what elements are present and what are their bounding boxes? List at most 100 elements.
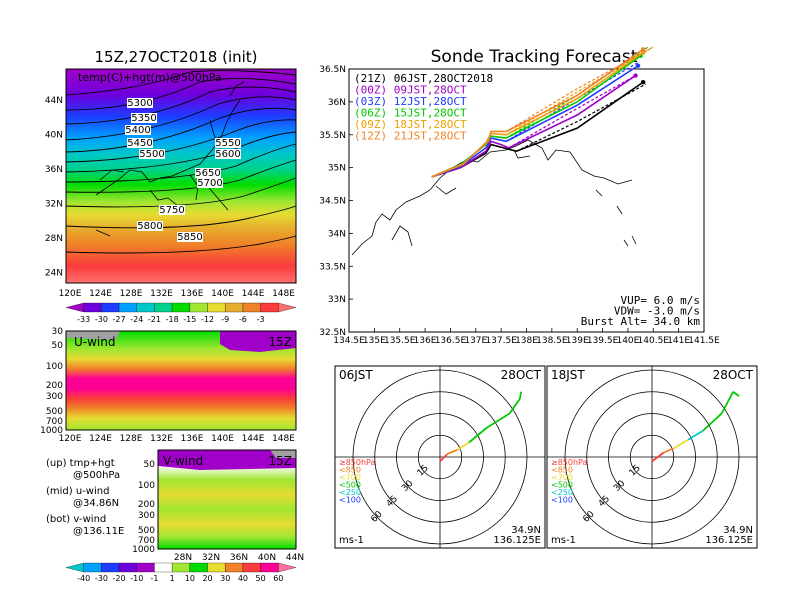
uwind-time: 15Z	[269, 335, 293, 349]
temp-colorbar-swatch	[118, 302, 137, 313]
wind-colorbar-label: 30	[220, 574, 230, 583]
tracking-series	[431, 46, 654, 178]
uwind-lon-tick: 136E	[181, 434, 204, 444]
hodograph-pressure-legend: <100	[551, 496, 573, 505]
map-lat-tick: 44N	[45, 96, 63, 106]
tracking-y-tick: 34.5N	[319, 197, 346, 207]
track-burst-point	[640, 47, 646, 52]
tracking-y-tick: 33N	[328, 295, 346, 305]
map-lon-tick: 120E	[59, 289, 82, 299]
wind-colorbar-swatch	[65, 562, 84, 573]
legend-line-sub: @500hPa	[73, 470, 120, 481]
uwind-label: U-wind	[74, 335, 115, 349]
tracking-x-tick: 141E	[667, 336, 690, 346]
wind-colorbar-swatch	[242, 562, 261, 573]
vwind-time: 15Z	[269, 454, 293, 468]
tracking-y-tick: 33.5N	[319, 262, 346, 272]
temp-colorbar-swatch	[101, 302, 120, 313]
contour-label: 5800	[137, 221, 162, 232]
tracking-legend-entry: (12Z) 21JST,28OCT	[354, 130, 467, 143]
track-descent-line	[505, 46, 654, 132]
hodograph-segment	[446, 448, 458, 455]
wind-colorbar-swatch	[154, 562, 173, 573]
wind-colorbar-label: -40	[77, 574, 90, 583]
temp-colorbar-swatch	[83, 302, 102, 313]
track-burst-point	[635, 63, 641, 68]
hodograph-units: ms-1	[339, 535, 364, 546]
hodograph-pressure-legend: <250	[339, 488, 361, 497]
wind-colorbar-swatch	[172, 562, 190, 573]
temp-colorbar-swatch	[278, 302, 297, 313]
tracking-frame	[348, 68, 705, 333]
tracking-x-tick: 136.5E	[435, 336, 467, 346]
uwind-pressure-tick: 1000	[40, 426, 63, 436]
vwind-pressure-tick: 300	[138, 511, 155, 521]
temp-colorbar-label: -3	[257, 315, 265, 324]
vwind-gray-region	[270, 450, 296, 458]
tracking-y-tick: 32.5N	[319, 328, 346, 338]
contour-label: 5700	[197, 178, 222, 189]
contour-label-bg	[197, 178, 223, 188]
vwind-frame	[157, 449, 297, 550]
wind-colorbar-swatch	[136, 562, 155, 573]
contour-label: 5750	[159, 205, 184, 216]
tracking-legend-entry: (09Z) 18JST,28OCT	[354, 118, 467, 131]
tracking-x-tick: 139E	[566, 336, 589, 346]
vwind-lat-ticks: 28N 32N 36N 40N 44N	[174, 553, 304, 563]
hodograph-segment	[485, 412, 511, 429]
temp-colorbar-label: -24	[130, 315, 143, 324]
wind-colorbar-label: 50	[256, 574, 266, 583]
vwind-pressure-tick: 1000	[132, 545, 155, 555]
map-lat-tick: 32N	[45, 200, 63, 210]
tracking-x-tick: 135.5E	[384, 336, 416, 346]
track-ascent-line	[431, 48, 644, 178]
uwind-pressure-tick: 100	[46, 362, 63, 372]
temp-colorbar-label: -21	[148, 315, 161, 324]
tracking-x-tick: 138E	[515, 336, 538, 346]
contour-label: 5850	[177, 232, 202, 243]
tracking-y-tick: 34N	[328, 229, 346, 239]
uwind-lon-tick: 144E	[242, 434, 265, 444]
contour-label-bg	[215, 149, 241, 159]
contour-label: 5300	[127, 98, 152, 109]
hodograph-pressure-legend: <500	[339, 481, 361, 490]
tracking-y-tick: 36N	[328, 98, 346, 108]
track-descent-line	[516, 83, 646, 152]
track-descent-line	[508, 75, 636, 149]
tracking-legend-entry: (03Z) 12JST,28OCT	[354, 95, 467, 108]
map-lon-tick: 144E	[242, 289, 265, 299]
legend-line: (mid) u-wind	[46, 486, 109, 497]
left-legend: (up) tmp+hgt@500hPa (mid) u-wind@34.86N (b…	[46, 458, 124, 537]
map-lat-tick: 28N	[45, 234, 63, 244]
tracking-x-tick: 136E	[414, 336, 437, 346]
track-ascent-line	[431, 65, 639, 178]
uwind-lon-tick: 128E	[120, 434, 143, 444]
contour-label-bg	[127, 98, 153, 108]
tracking-y-tick: 35N	[328, 164, 346, 174]
hodograph-lon: 136.125E	[493, 535, 541, 546]
hodograph-segment	[439, 453, 448, 462]
vwind-negative-region	[158, 450, 296, 470]
vwind-lat-tick: 44N	[286, 553, 304, 563]
temp-colorbar-label: -9	[221, 315, 229, 324]
track-burst-point	[640, 79, 646, 85]
wind-colorbar-label: -30	[95, 574, 108, 583]
hodograph-segment	[732, 391, 740, 397]
temp-colorbar-label: -6	[239, 315, 247, 324]
wind-colorbar-label: 40	[238, 574, 248, 583]
hodograph-pressure-legend: ≥850hPa	[551, 458, 588, 467]
map-lon-ticks: 120E 124E 128E 132E 136E 140E 144E 148E	[59, 289, 296, 299]
temp-colorbar: -33 -30 -27 -24 -21 -18 -15 -12 -9 -6 -3	[65, 302, 297, 324]
temp-colorbar-swatch	[260, 302, 279, 313]
temp-colorbar-label: -18	[166, 315, 179, 324]
tracking-y-ticks: 36.5N 36N 35.5N 35N 34.5N 34N 33.5N 33N 32.5N	[319, 65, 353, 338]
uwind-pressure-tick: 700	[46, 417, 63, 427]
wind-colorbar-label: -10	[130, 574, 143, 583]
contour-label-bg	[139, 149, 165, 159]
tracking-legend-entry: (06Z) 15JST,28OCT	[354, 107, 467, 120]
hodograph-segment	[456, 441, 470, 451]
